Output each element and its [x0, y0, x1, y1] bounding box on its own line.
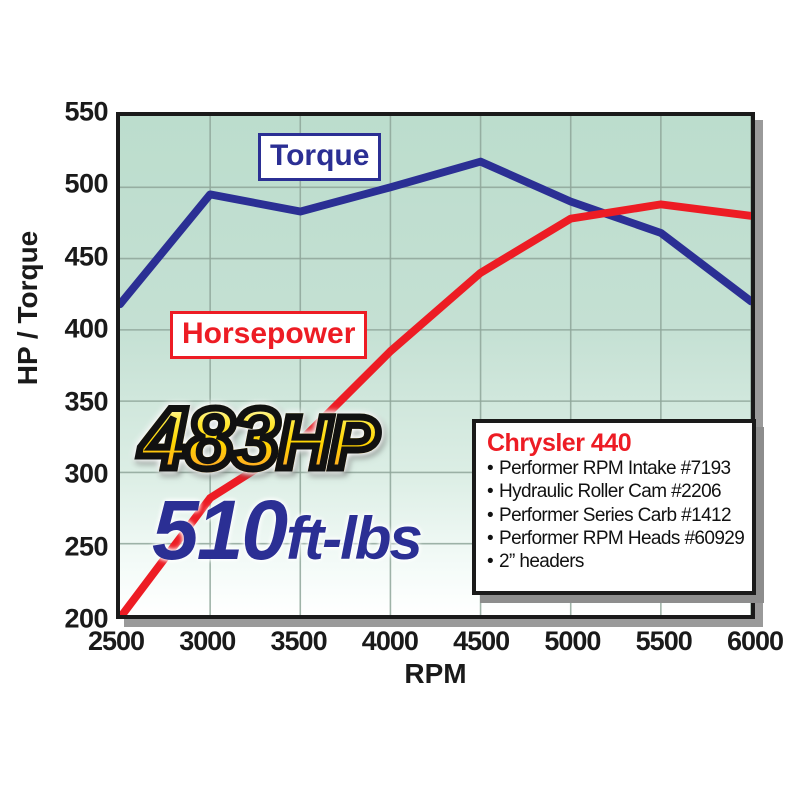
- spec-box-title: Chrysler 440: [487, 429, 632, 457]
- spec-box: Chrysler 440 Performer RPM Intake #7193H…: [472, 419, 756, 595]
- spec-box-item: Performer Series Carb #1412: [487, 504, 742, 527]
- data-curves: [120, 157, 751, 615]
- y-axis-tick: 400: [64, 313, 108, 344]
- y-axis-tick: 450: [64, 241, 108, 272]
- y-axis-tick: 200: [64, 603, 108, 634]
- x-axis-tick: 4000: [361, 626, 419, 656]
- x-axis-tick: 5000: [544, 626, 601, 656]
- x-axis-tick-labels: 2500 3000 3500 4000 4500 5000 5500 6000: [88, 626, 784, 662]
- x-axis-tick: 6000: [726, 626, 784, 656]
- x-axis-tick: 3000: [179, 626, 236, 656]
- y-axis-tick: 350: [64, 386, 108, 417]
- y-axis-tick-labels: 550 500 450 400 350 300 250 200: [36, 97, 108, 634]
- spec-box-item: Performer RPM Heads #60929: [487, 527, 745, 550]
- spec-box-item: Hydraulic Roller Cam #2206: [487, 480, 742, 503]
- x-axis-tick: 5500: [635, 626, 693, 656]
- x-axis-title: RPM: [404, 658, 467, 689]
- y-axis-tick: 550: [64, 96, 108, 127]
- y-axis-tick: 250: [64, 531, 108, 562]
- x-axis-tick: 3500: [270, 626, 328, 656]
- x-axis-tick: 4500: [453, 626, 510, 656]
- gridlines: [120, 116, 751, 615]
- x-axis-tick: 2500: [87, 626, 145, 656]
- series-label-torque: Torque: [258, 133, 382, 181]
- spec-box-item: Performer RPM Intake #7193: [487, 457, 742, 480]
- series-label-horsepower: Horsepower: [170, 311, 368, 359]
- spec-box-list: Performer RPM Intake #7193Hydraulic Roll…: [487, 457, 745, 573]
- y-axis-tick: 300: [64, 458, 108, 489]
- spec-box-item: 2” headers: [487, 550, 742, 573]
- y-axis-tick: 500: [64, 168, 108, 199]
